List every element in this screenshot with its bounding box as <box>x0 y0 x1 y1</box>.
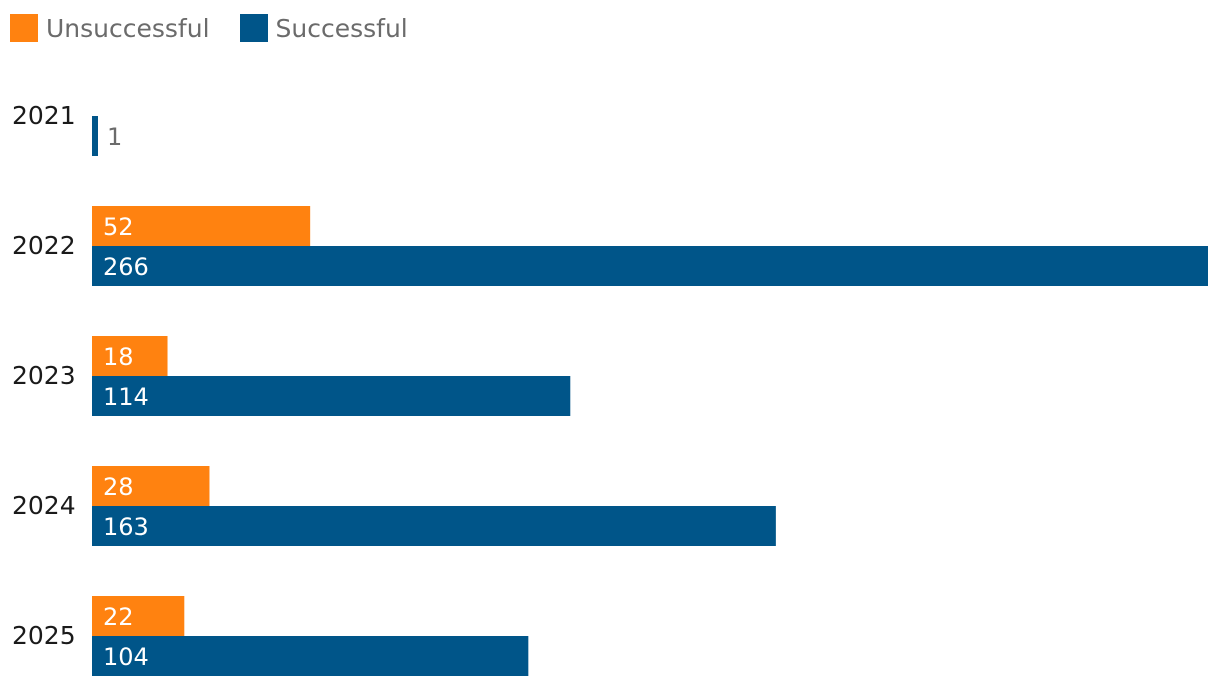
bar-successful-2024 <box>92 506 776 546</box>
bar-successful-2023 <box>92 376 571 416</box>
bar-unsuccessful-2025 <box>92 596 185 636</box>
legend: Unsuccessful Successful <box>10 13 438 43</box>
value-label-successful-2023: 114 <box>103 383 149 411</box>
legend-item-successful: Successful <box>239 13 408 43</box>
category-label-2025: 2025 <box>12 621 76 650</box>
value-label-unsuccessful-2023: 18 <box>103 343 134 371</box>
bar-unsuccessful-2023 <box>92 336 168 376</box>
category-label-2021: 2021 <box>12 101 76 130</box>
bar-successful-2021 <box>92 116 98 156</box>
value-label-successful-2021: 1 <box>107 123 122 151</box>
legend-item-unsuccessful: Unsuccessful <box>10 14 210 43</box>
value-label-successful-2022: 266 <box>103 253 149 281</box>
bar-successful-2025 <box>92 636 529 676</box>
bar-unsuccessful-2024 <box>92 466 210 506</box>
legend-label-successful: Successful <box>275 13 408 43</box>
category-label-2023: 2023 <box>12 361 76 390</box>
legend-swatch-unsuccessful <box>10 14 38 42</box>
value-label-unsuccessful-2024: 28 <box>103 473 134 501</box>
legend-swatch-successful <box>239 14 268 42</box>
category-label-2022: 2022 <box>12 231 76 260</box>
category-label-2024: 2024 <box>12 491 76 520</box>
value-label-successful-2024: 163 <box>103 513 149 541</box>
value-label-unsuccessful-2022: 52 <box>103 213 134 241</box>
legend-label-unsuccessful: Unsuccessful <box>46 13 210 43</box>
bar-successful-2022 <box>92 246 1208 286</box>
value-label-successful-2025: 104 <box>103 643 149 671</box>
bar-unsuccessful-2022 <box>92 206 311 246</box>
value-label-unsuccessful-2025: 22 <box>103 603 134 631</box>
